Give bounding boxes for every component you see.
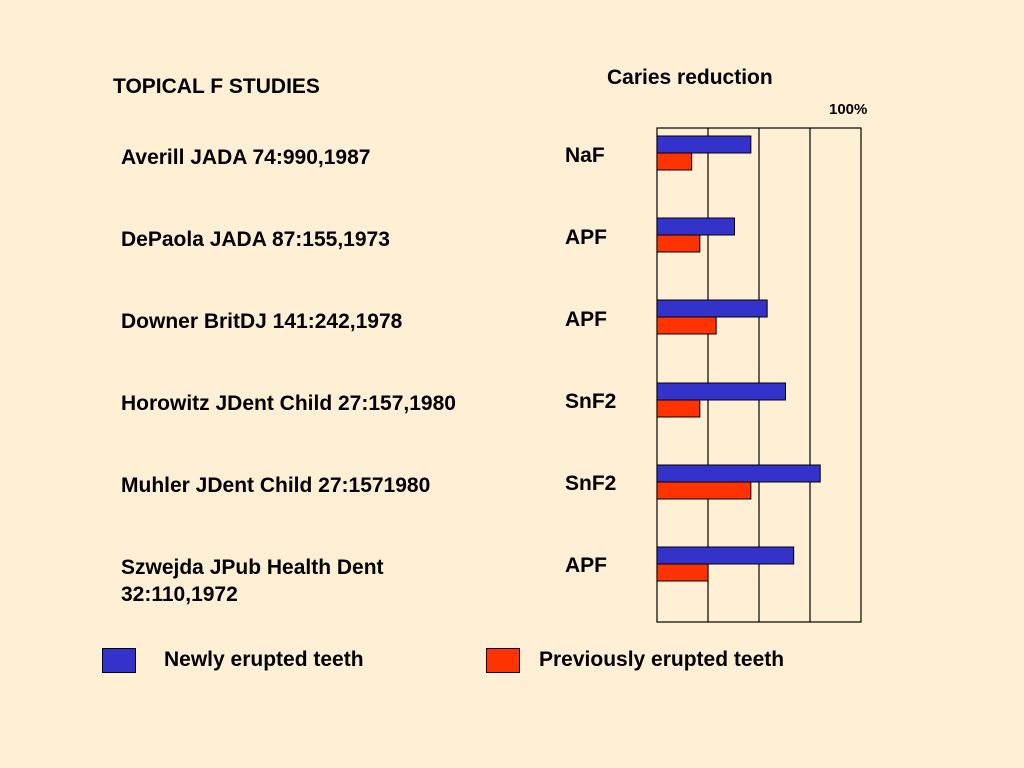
study-label-averill: Averill JADA 74:990,1987 bbox=[121, 146, 371, 169]
bar-newly-5 bbox=[656, 464, 821, 483]
bar-newly-4 bbox=[656, 382, 787, 401]
axis-max-label: 100% bbox=[829, 101, 868, 118]
bar-previously-6 bbox=[656, 563, 709, 582]
plot-frame bbox=[656, 127, 862, 623]
bar-previously-4 bbox=[656, 399, 701, 418]
bar-previously-3 bbox=[656, 316, 717, 335]
bar-previously-5 bbox=[656, 481, 752, 500]
agent-label-depaola: APF bbox=[565, 226, 607, 249]
bar-newly-1 bbox=[656, 135, 752, 154]
bar-previously-2 bbox=[656, 234, 701, 253]
chart-title: Caries reduction bbox=[607, 66, 773, 89]
bar-previously-1 bbox=[656, 152, 693, 171]
bar-newly-6 bbox=[656, 546, 795, 565]
study-label-depaola: DePaola JADA 87:155,1973 bbox=[121, 228, 390, 251]
bar-newly-3 bbox=[656, 299, 768, 318]
slide-title: TOPICAL F STUDIES bbox=[113, 75, 320, 98]
study-label-downer: Downer BritDJ 141:242,1978 bbox=[121, 310, 403, 333]
legend-label-previously: Previously erupted teeth bbox=[539, 648, 785, 671]
legend-swatch-previously bbox=[486, 648, 520, 673]
agent-label-horowitz: SnF2 bbox=[565, 390, 617, 413]
agent-label-szwejda: APF bbox=[565, 554, 607, 577]
study-label-horowitz: Horowitz JDent Child 27:157,1980 bbox=[121, 392, 456, 415]
agent-label-muhler: SnF2 bbox=[565, 472, 617, 495]
agent-label-averill: NaF bbox=[565, 144, 605, 167]
study-label-szwejda: Szwejda JPub Health Dent 32:110,1972 bbox=[121, 556, 384, 606]
legend-swatch-newly bbox=[102, 648, 136, 673]
bar-newly-2 bbox=[656, 217, 736, 236]
study-label-muhler: Muhler JDent Child 27:1571980 bbox=[121, 474, 431, 497]
agent-label-downer: APF bbox=[565, 308, 607, 331]
legend-label-newly: Newly erupted teeth bbox=[164, 648, 364, 671]
